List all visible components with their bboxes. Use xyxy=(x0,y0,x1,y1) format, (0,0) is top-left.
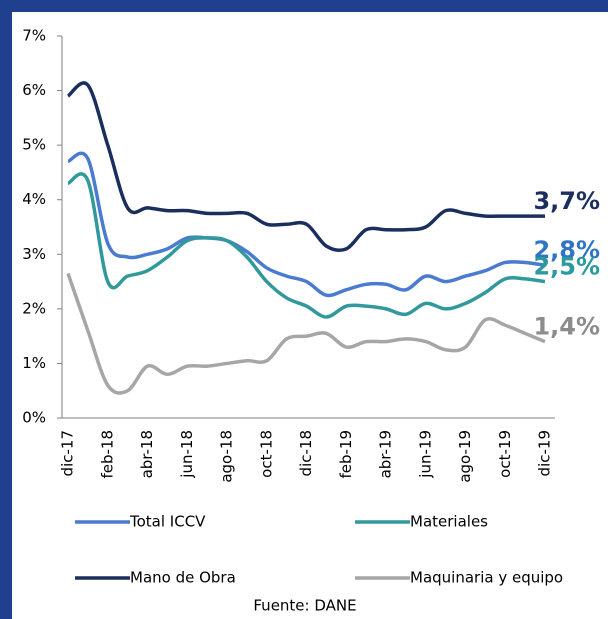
y-tick-label: 4% xyxy=(22,190,46,208)
x-tick-label: abr-18 xyxy=(138,430,156,478)
end-label: 3,7% xyxy=(533,187,600,215)
series-line xyxy=(67,151,546,298)
x-tick-label: abr-19 xyxy=(377,430,395,478)
series-line xyxy=(66,272,546,395)
end-label: 1,4% xyxy=(533,313,600,341)
legend-label: Total ICCV xyxy=(129,513,206,531)
x-tick-label: dic-18 xyxy=(297,430,315,476)
end-label: 2,5% xyxy=(533,253,600,281)
series-line xyxy=(66,81,545,252)
y-tick-label: 3% xyxy=(22,245,46,263)
legend-label: Maquinaria y equipo xyxy=(410,569,563,587)
background xyxy=(12,12,608,619)
x-tick-label: ago-18 xyxy=(218,430,236,483)
x-tick-label: jun-19 xyxy=(416,430,434,479)
y-tick-label: 0% xyxy=(22,409,46,427)
y-tick-label: 7% xyxy=(22,27,46,45)
y-tick-label: 1% xyxy=(22,354,46,372)
y-tick-label: 2% xyxy=(22,299,46,317)
x-tick-label: oct-18 xyxy=(257,430,275,478)
y-tick-label: 6% xyxy=(22,81,46,99)
x-tick-label: feb-18 xyxy=(98,430,116,479)
series-line xyxy=(67,172,546,319)
x-tick-label: feb-19 xyxy=(337,430,355,479)
legend-label: Mano de Obra xyxy=(130,569,236,587)
x-tick-label: ago-19 xyxy=(456,430,474,483)
x-tick-label: dic-19 xyxy=(536,430,554,476)
y-tick-label: 5% xyxy=(22,136,46,154)
legend-label: Materiales xyxy=(410,513,488,531)
x-tick-label: oct-19 xyxy=(496,430,514,478)
source: Fuente: DANE xyxy=(253,597,356,615)
x-tick-label: dic-17 xyxy=(59,430,77,476)
end-label: 2,8% xyxy=(533,236,600,264)
x-tick-label: jun-18 xyxy=(178,430,196,479)
